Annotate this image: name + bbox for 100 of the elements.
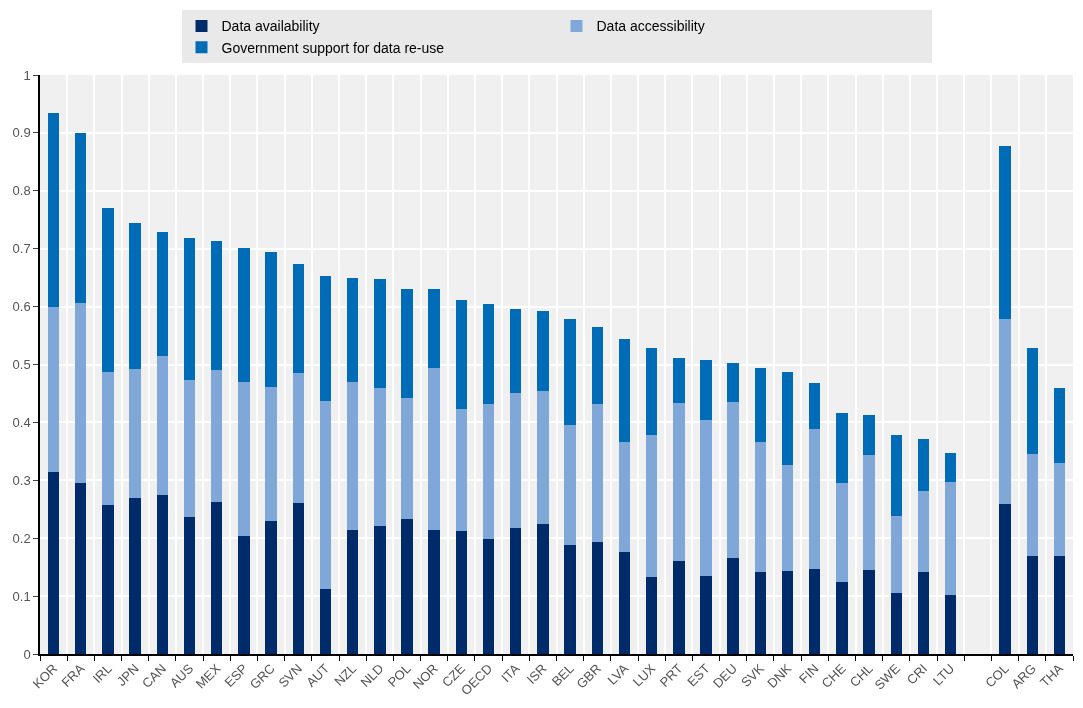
x-tick-label: LVA — [604, 660, 632, 688]
bar — [238, 382, 250, 537]
bar — [47, 471, 60, 654]
bar — [510, 527, 522, 654]
bar — [999, 145, 1011, 319]
x-tick-label: JPN — [113, 660, 142, 689]
bar — [809, 568, 821, 654]
bar — [455, 409, 468, 532]
bar — [809, 428, 821, 569]
bar — [836, 581, 848, 654]
legend-label: Data availability — [221, 18, 320, 35]
bar — [47, 112, 60, 307]
bar — [482, 539, 495, 654]
bar — [618, 441, 631, 553]
bar — [156, 355, 169, 495]
bar — [537, 523, 549, 654]
bar — [129, 497, 141, 654]
bar — [1053, 388, 1066, 463]
bar — [428, 530, 440, 654]
x-tick-label: CRI — [903, 660, 931, 688]
y-tick-label: 1 — [23, 67, 31, 83]
bar — [999, 504, 1011, 654]
bar — [944, 482, 957, 595]
x-tick-label: ISR — [523, 660, 550, 687]
bar — [346, 530, 359, 654]
bar — [917, 572, 930, 654]
x-tick-label: LTU — [930, 660, 958, 689]
bar — [863, 415, 875, 455]
y-tick-label: 0.4 — [12, 414, 31, 430]
bar — [754, 442, 767, 572]
bar — [917, 490, 930, 573]
bar — [265, 520, 277, 654]
bar — [238, 247, 250, 383]
bar — [374, 526, 386, 654]
bar — [727, 557, 739, 654]
bar — [1053, 556, 1066, 654]
bar — [129, 368, 141, 498]
bar — [47, 306, 60, 472]
bar — [1026, 556, 1038, 654]
x-tick-label: NLD — [357, 660, 387, 690]
y-tick-label: 0.1 — [12, 588, 31, 604]
bar — [645, 576, 658, 654]
bar — [183, 516, 196, 654]
bar — [319, 588, 332, 654]
bar — [618, 552, 631, 654]
bar — [102, 207, 114, 373]
bar — [700, 575, 712, 654]
x-tick-label: FIN — [796, 660, 822, 687]
bar — [754, 571, 767, 654]
x-tick-label: CHL — [846, 660, 876, 690]
bar — [564, 545, 576, 654]
bar — [129, 222, 141, 369]
bar — [836, 482, 848, 582]
bar — [700, 359, 712, 421]
bar — [645, 435, 658, 577]
bar — [428, 289, 440, 368]
legend-label: Data accessibility — [596, 18, 705, 35]
bar — [673, 402, 685, 562]
bar — [999, 318, 1011, 505]
bar — [781, 465, 794, 571]
x-tick-label: SVK — [738, 660, 768, 690]
bar — [238, 536, 250, 654]
bar — [836, 413, 848, 483]
bar — [591, 542, 603, 654]
x-tick-label: THA — [1037, 660, 1067, 690]
bar — [428, 367, 440, 531]
bar — [1026, 347, 1038, 454]
bar — [265, 251, 277, 387]
bar — [156, 231, 169, 356]
y-tick-label: 0.3 — [12, 472, 31, 488]
bar — [1026, 453, 1038, 557]
bar — [183, 380, 196, 517]
bar — [210, 240, 223, 371]
bar — [1053, 462, 1066, 557]
bar — [917, 438, 930, 491]
bar — [673, 357, 685, 403]
bar — [75, 132, 87, 303]
y-tick-label: 0.5 — [12, 357, 31, 373]
bar — [781, 372, 794, 466]
x-tick-label: FRA — [58, 660, 88, 690]
bar — [591, 403, 603, 543]
bar — [537, 391, 549, 524]
bar — [319, 400, 332, 589]
y-tick-label: 0.8 — [12, 183, 31, 199]
bar — [863, 454, 875, 571]
bar — [156, 494, 169, 654]
bar — [537, 310, 549, 392]
bar — [564, 319, 576, 425]
bar — [890, 516, 903, 594]
bar — [292, 502, 304, 654]
bar — [210, 501, 223, 654]
bar — [292, 263, 304, 374]
bar — [618, 339, 631, 442]
bar — [754, 367, 767, 443]
bar — [346, 381, 359, 531]
bar — [510, 308, 522, 393]
x-tick-label: BEL — [548, 660, 577, 689]
bar — [645, 347, 658, 436]
bar — [727, 401, 739, 558]
bar — [700, 420, 712, 576]
